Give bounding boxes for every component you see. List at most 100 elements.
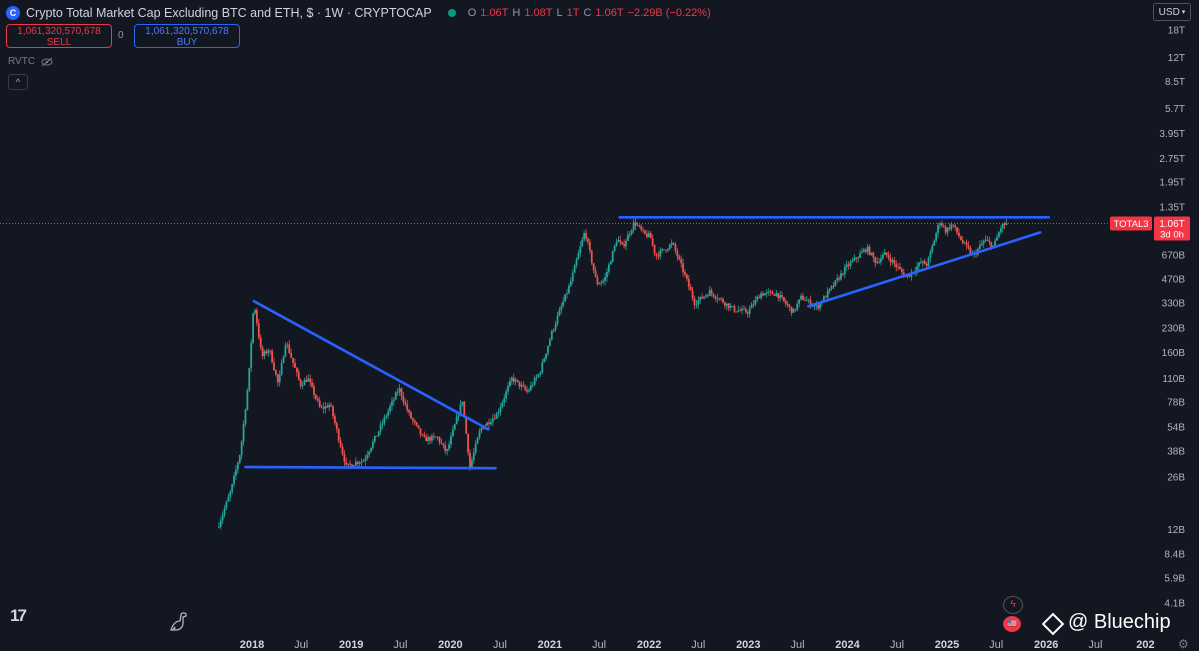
candle-body (569, 281, 572, 286)
candle-body (672, 242, 675, 245)
candle-body (880, 258, 882, 263)
candle-body (588, 241, 591, 251)
candle-body (398, 388, 401, 392)
candle-body (282, 356, 285, 364)
candle-body (261, 347, 264, 357)
candle-body (725, 303, 728, 306)
candle-body (345, 462, 348, 465)
candle-body (760, 293, 762, 299)
candle-body (604, 277, 606, 281)
candle-body (933, 240, 936, 246)
sell-label: SELL (46, 37, 72, 48)
currency-selector[interactable]: USD ▾ (1153, 3, 1191, 21)
price-axis-label: 26B (1167, 472, 1185, 483)
candle-body (665, 249, 667, 251)
candle-body (718, 298, 721, 300)
candle-body (558, 310, 561, 316)
candle-body (225, 501, 228, 509)
candle-body (583, 233, 586, 240)
candle-body (786, 304, 789, 306)
candle-body (240, 441, 243, 456)
time-axis-label: 2020 (438, 639, 462, 650)
candle-body (762, 293, 764, 296)
candle-body (564, 294, 567, 302)
candle-body (301, 385, 304, 387)
buy-button[interactable]: 1,061,320,570,678 BUY (134, 24, 240, 48)
lightning-icon[interactable]: ϟ (1003, 596, 1023, 614)
candle-body (600, 282, 603, 284)
candle-body (939, 223, 941, 226)
gear-icon[interactable]: ⚙ (1178, 637, 1189, 651)
candles-group (217, 217, 1008, 530)
candle-body (314, 394, 317, 399)
candle-body (769, 291, 772, 293)
support-line (244, 465, 497, 470)
candle-body (703, 296, 705, 299)
candle-body (594, 270, 597, 278)
price-axis-label: 78B (1167, 397, 1185, 408)
candle-body (853, 257, 856, 261)
candle-body (417, 425, 420, 429)
candle-body (952, 224, 955, 226)
candle-body (413, 420, 416, 423)
price-axis-label: 230B (1162, 323, 1186, 334)
dinosaur-icon[interactable] (168, 610, 190, 632)
ohlc-close-value: 1.06T (595, 7, 624, 19)
ohlc-close-key: C (583, 7, 592, 19)
flag-usa-icon[interactable]: 🇺🇸 (1003, 616, 1021, 632)
candle-body (921, 261, 924, 263)
candle-body (937, 225, 939, 234)
candle-body (457, 415, 460, 417)
candle-body (431, 435, 433, 441)
indicator-legend[interactable]: RVTC (8, 56, 53, 67)
candle-body (236, 462, 239, 470)
candle-body (537, 374, 540, 377)
candle-body (415, 422, 418, 426)
candle-body (440, 442, 443, 444)
candle-body (826, 290, 829, 298)
candle-body (628, 233, 631, 235)
candle-body (351, 464, 353, 467)
watermark: @ Bluechip (1042, 611, 1171, 634)
candle-body (299, 379, 302, 387)
price-axis-label: 1.35T (1159, 202, 1185, 213)
candle-body (900, 269, 903, 273)
price-axis-label: 2.75T (1159, 154, 1185, 165)
buy-price: 1,061,320,570,678 (145, 26, 229, 37)
eye-off-icon[interactable] (41, 57, 53, 67)
symbol-title[interactable]: Crypto Total Market Cap Excluding BTC an… (26, 6, 432, 20)
candle-body (954, 225, 957, 228)
candle-body (288, 344, 291, 353)
candle-body (902, 272, 905, 277)
candle-body (360, 461, 363, 463)
candle-body (899, 266, 901, 270)
collapse-legend-button[interactable]: ^ (8, 74, 28, 90)
candle-body (752, 304, 755, 306)
candle-body (391, 400, 393, 407)
candle-body (950, 224, 953, 230)
time-axis: 2018 Jul 2019 Jul 2020 Jul 2021 Jul 2022 Jul 2023 J… (240, 639, 1155, 650)
candle-body (908, 275, 911, 277)
sell-button[interactable]: 1,061,320,570,678 SELL (6, 24, 112, 48)
candle-body (275, 370, 277, 375)
price-axis-label: 4.1B (1164, 599, 1185, 610)
candle-body (783, 297, 785, 302)
candle-body (566, 293, 568, 295)
candle-body (486, 422, 489, 426)
ohlc-open-key: O (467, 7, 477, 19)
candle-body (935, 233, 938, 241)
candle-body (286, 344, 289, 346)
candle-body (562, 301, 565, 307)
candle-body (663, 249, 665, 251)
candle-body (925, 264, 928, 266)
candle-body (710, 290, 713, 294)
candle-body (311, 382, 313, 387)
candle-body (349, 463, 352, 465)
countdown-value: 3d 0h (1160, 229, 1184, 240)
candle-body (750, 304, 753, 309)
ohlc-low-value: 1T (566, 7, 580, 19)
candle-body (739, 310, 742, 312)
candle-body (615, 242, 618, 246)
candle-body (373, 435, 376, 442)
